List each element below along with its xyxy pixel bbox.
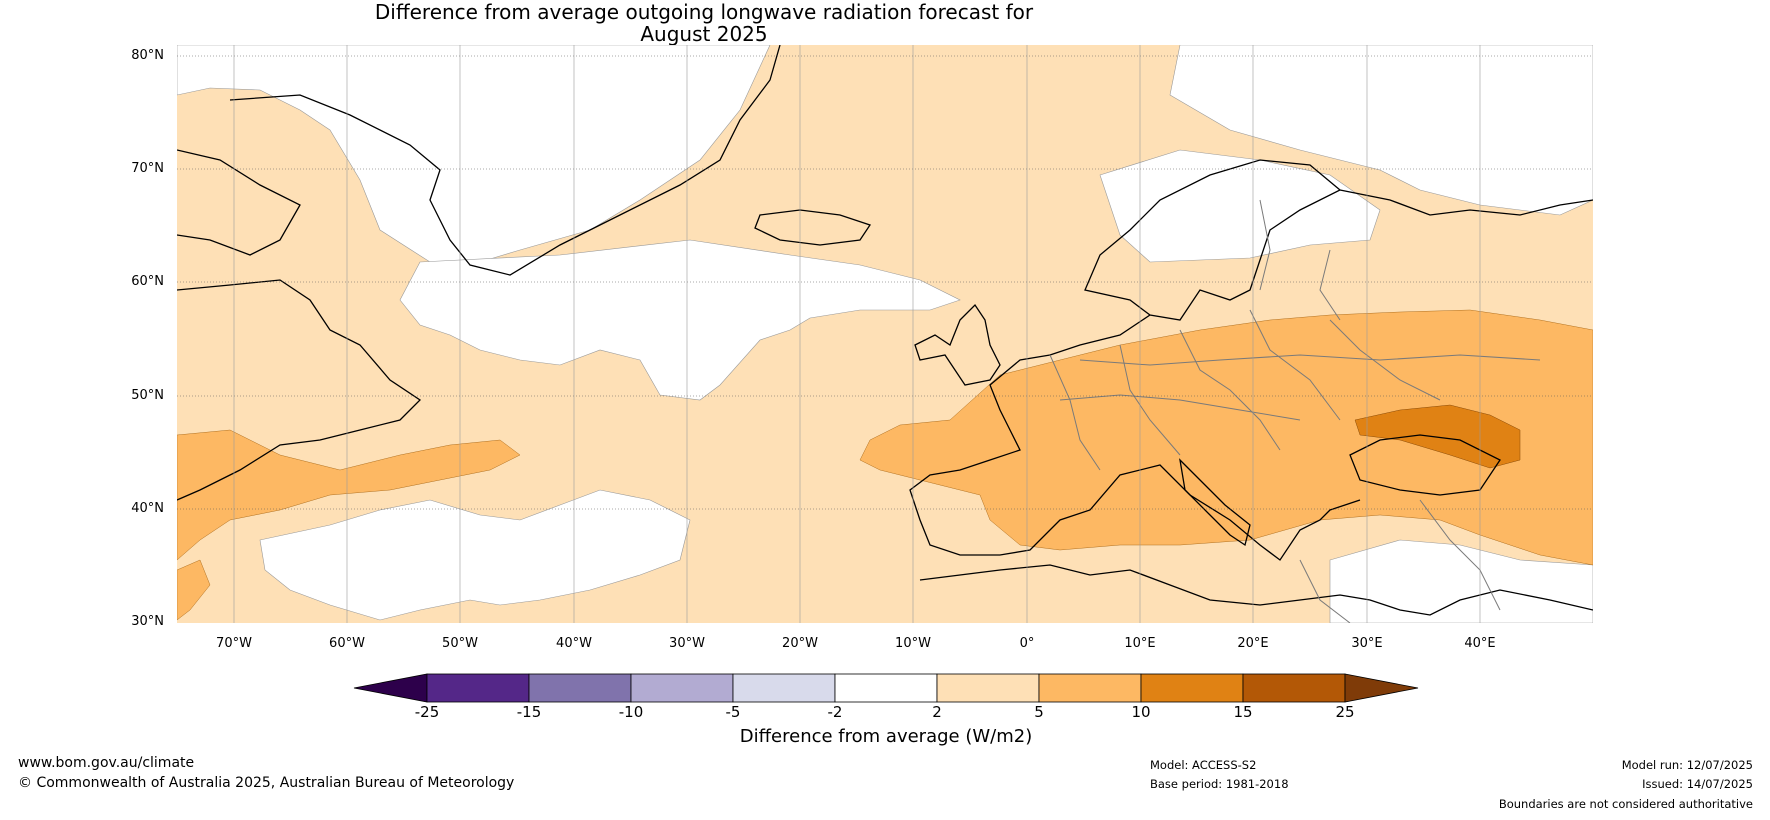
colorbar-bin [426, 673, 530, 703]
lon-label-40e: 40°E [1464, 636, 1496, 651]
model-run-date: Model run: 12/07/2025 [1621, 758, 1753, 772]
lat-label-60: 60°N [131, 274, 164, 289]
copyright-text: © Commonwealth of Australia 2025, Austra… [18, 775, 515, 791]
colorbar-bin [936, 673, 1040, 703]
anomaly-region-5-10-west-atlantic [177, 429, 521, 561]
colorbar-tick-label: 5 [1034, 703, 1044, 721]
coast-kola-white-sea [1339, 189, 1593, 216]
lat-label-70: 70°N [131, 161, 164, 176]
lon-label-50w: 50°W [442, 636, 478, 651]
colorbar-tick-label: -10 [618, 703, 644, 721]
anomaly-region-10-15-black-sea [1354, 404, 1521, 469]
colorbar-extend-low [353, 673, 428, 703]
colorbar-bin [528, 673, 632, 703]
lon-label-30e: 30°E [1351, 636, 1383, 651]
coast-greenland [229, 45, 781, 276]
lon-label-30w: 30°W [669, 636, 705, 651]
base-period: Base period: 1981-2018 [1150, 777, 1289, 791]
lon-label-70w: 70°W [216, 636, 252, 651]
colorbar [353, 673, 1419, 703]
meridians [233, 45, 1481, 623]
coast-italy [1179, 458, 1251, 547]
map-title-line-2: August 2025 [640, 22, 768, 46]
lon-label-20w: 20°W [782, 636, 818, 651]
colorbar-tick-label: -5 [725, 703, 741, 721]
colorbar-tick-label: 25 [1335, 703, 1355, 721]
issued-date: Issued: 14/07/2025 [1642, 777, 1753, 791]
colorbar-bin [630, 673, 734, 703]
neutral-region-subtropical-atlantic [259, 489, 691, 621]
colorbar-bin [1242, 673, 1346, 703]
lat-label-40: 40°N [131, 501, 164, 516]
lat-label-30: 30°N [131, 614, 164, 629]
colorbar-title: Difference from average (W/m2) [739, 726, 1033, 747]
colorbar-tick-label: -25 [414, 703, 440, 721]
neutral-region-east-med [1329, 539, 1593, 623]
colorbar-tick-label: 2 [932, 703, 942, 721]
neutral-region-arctic [177, 45, 771, 266]
colorbar-bin [1140, 673, 1244, 703]
lon-label-10e: 10°E [1124, 636, 1156, 651]
coast-black-sea [1349, 434, 1501, 496]
lat-label-50: 50°N [131, 388, 164, 403]
lon-label-0: 0° [1019, 636, 1035, 651]
colorbar-bin [834, 673, 938, 703]
graticule [177, 55, 1593, 510]
neutral-region-north-atlantic [399, 239, 961, 401]
colorbar-tick-label: -15 [516, 703, 542, 721]
lat-label-80: 80°N [131, 48, 164, 63]
boundaries-note: Boundaries are not considered authoritat… [1498, 797, 1753, 811]
colorbar-tick-label: 15 [1233, 703, 1253, 721]
coast-western-europe [909, 314, 1361, 561]
national-borders [1049, 199, 1541, 623]
coast-north-africa [919, 564, 1593, 616]
lon-label-60w: 60°W [329, 636, 365, 651]
map-title-line-1: Difference from average outgoing longwav… [374, 0, 1034, 24]
model-name: Model: ACCESS-S2 [1150, 758, 1257, 772]
neutral-region-scandinavia [1099, 149, 1381, 263]
coast-baffin [177, 149, 301, 256]
lon-label-40w: 40°W [556, 636, 592, 651]
colorbar-extend-high [1344, 673, 1419, 703]
website-link[interactable]: www.bom.gov.au/climate [18, 755, 195, 771]
coast-labrador [177, 279, 422, 501]
anomaly-region-5-10-sw-corner [177, 559, 211, 621]
colorbar-tick-label: -2 [827, 703, 843, 721]
lon-label-20e: 20°E [1237, 636, 1269, 651]
coastlines [177, 45, 1593, 616]
lon-label-10w: 10°W [895, 636, 931, 651]
colorbar-tick-label: 10 [1131, 703, 1151, 721]
coast-british-isles [914, 303, 1001, 386]
anomaly-field [177, 45, 1593, 623]
coast-iceland [754, 209, 872, 246]
colorbar-bin [1038, 673, 1142, 703]
coast-scandinavia [1084, 159, 1342, 321]
colorbar-bin [732, 673, 836, 703]
neutral-region-arctic-east [1169, 45, 1593, 216]
